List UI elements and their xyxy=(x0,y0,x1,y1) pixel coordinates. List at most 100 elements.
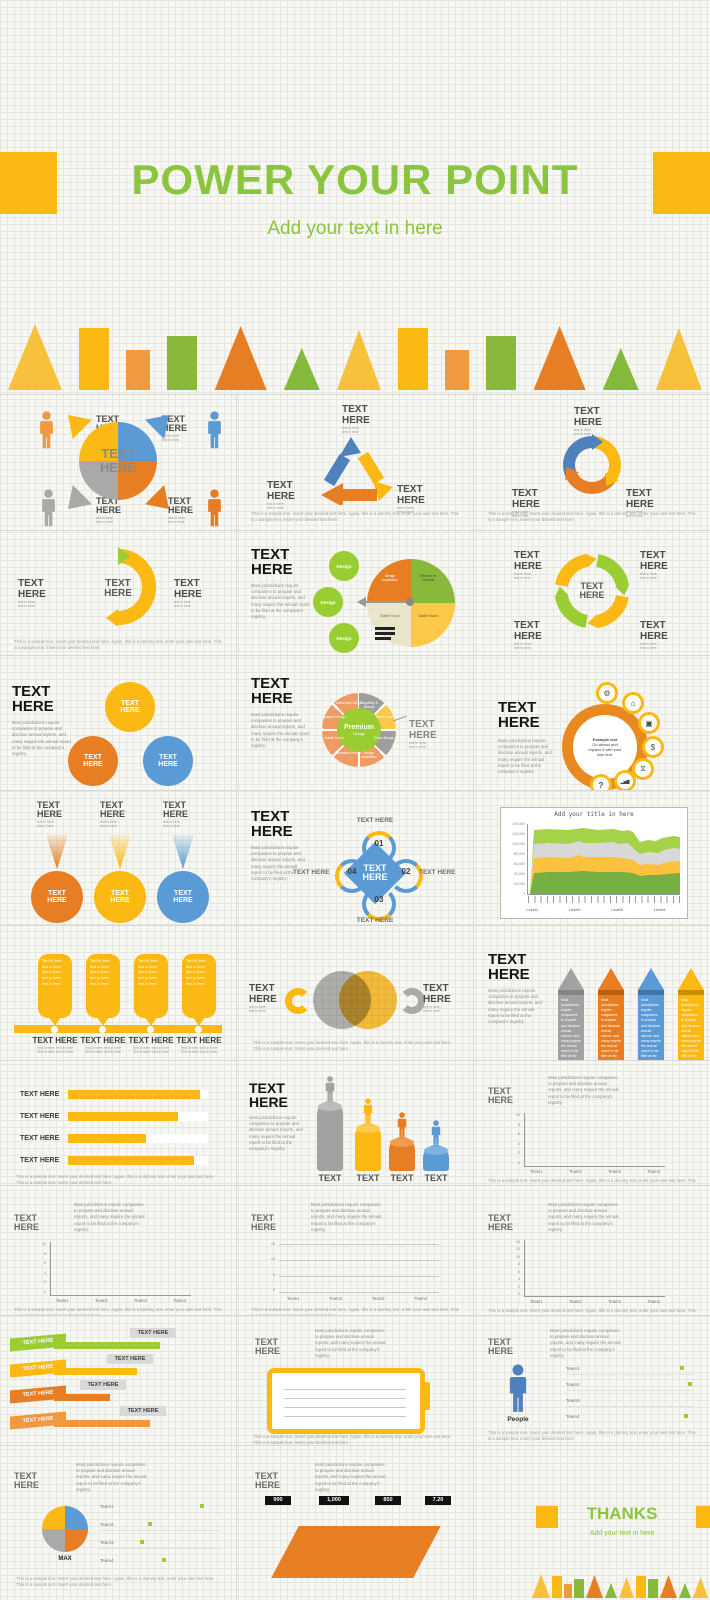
pie-annotation-bar xyxy=(375,632,395,635)
pie-label: Subtle Touch xyxy=(418,614,438,618)
caption: This is a sample text. Insert your desir… xyxy=(16,1174,215,1186)
thanks-right-square xyxy=(696,1506,710,1528)
pedestal-cylinder xyxy=(355,1123,381,1171)
slide-paragraph: Most jurisdictions require companies to … xyxy=(488,988,542,1025)
slide-title: TEXT HERE xyxy=(255,1337,281,1357)
step-number: 03 xyxy=(374,895,384,904)
slide-title: TEXT HERE xyxy=(251,808,293,841)
donut-segment-label: Simplicity & Beauty xyxy=(360,701,378,709)
pedestal-cylinder xyxy=(389,1137,415,1171)
pedestal-label: TEXT xyxy=(424,1173,448,1183)
chart-card: Add your title in here 140,000 120,000 10… xyxy=(500,807,688,919)
center-label-wrap: TEXT HERE xyxy=(94,565,142,613)
design-circle: Design xyxy=(329,551,359,581)
topic-circle: TEXT HERE xyxy=(31,871,83,923)
caption: This is a sample text. Insert your desir… xyxy=(251,511,459,523)
pedestal-cylinder xyxy=(423,1145,449,1171)
team-row: Team1 xyxy=(100,1504,114,1509)
timeline-dot xyxy=(51,1025,58,1033)
bar-shape xyxy=(79,328,110,390)
number-arc xyxy=(362,887,396,921)
pedestal-label: TEXT xyxy=(356,1173,380,1183)
slide-thumbnail-27: THANKS Add your text in here xyxy=(474,1446,710,1600)
slide-thumbnail-9: TEXT HERE Most jurisdictions require com… xyxy=(474,656,710,791)
pie-pointer-line xyxy=(365,601,411,603)
slide-title: TEXT HERE xyxy=(488,951,530,984)
slide-thumbnail-6: TEXT HERE text in here, text in here TEXT… xyxy=(474,531,710,656)
donut-chart: Premium Design xyxy=(322,693,396,767)
team-row: Team2 xyxy=(566,1382,580,1387)
left-c-arc xyxy=(285,988,311,1014)
quad-circle: TEXT HERE xyxy=(79,422,157,500)
team-row: Team3 xyxy=(566,1398,580,1403)
bar-shape xyxy=(574,1579,584,1598)
person-icon xyxy=(40,489,57,528)
slide-title: TEXT HERE xyxy=(498,699,540,732)
data-marker xyxy=(684,1414,688,1418)
slide-thumbnail-12: Add your title in here 140,000 120,000 10… xyxy=(474,791,710,926)
header-left-square xyxy=(0,152,57,214)
bar-label: TEXT HERE xyxy=(20,1091,60,1098)
donut-segment-label: System Design xyxy=(322,715,346,719)
battery-gridlines xyxy=(284,1381,406,1417)
gridline xyxy=(279,1292,439,1293)
team-row: Team4 xyxy=(566,1414,580,1419)
pencil-body: Most jurisdictions require companies to … xyxy=(678,995,704,1060)
team-row: Team4 xyxy=(100,1558,114,1563)
list-divider xyxy=(100,1530,220,1531)
list-divider xyxy=(566,1390,694,1391)
slide-title: TEXT HERE xyxy=(251,675,293,708)
person-icon xyxy=(206,489,223,528)
slide-title: TEXT HERE xyxy=(251,546,293,579)
text-label: TEXT HERE xyxy=(176,1036,222,1045)
slide-title: TEXT HERE xyxy=(12,683,54,716)
slide-title: TEXT HERE xyxy=(14,1213,40,1233)
topic-circle: TEXT HERE xyxy=(105,682,155,732)
bar-fill xyxy=(68,1090,200,1099)
callout-capsule: Text in here, text in here, text in here… xyxy=(134,954,168,1018)
list-divider xyxy=(566,1374,694,1375)
pencil-neck xyxy=(638,990,664,995)
slide-thumbnail-16: TEXT HERE TEXT HERE TEXT HERE TEXT HERE … xyxy=(0,1061,237,1186)
bar-fill xyxy=(68,1156,194,1165)
chart-x-tick-marks xyxy=(528,896,680,903)
triangle-shape xyxy=(693,1577,708,1598)
thanks-title: THANKS xyxy=(586,1504,658,1523)
pie-label: MAX xyxy=(58,1556,72,1562)
recycle-arrows-diagram xyxy=(321,437,393,505)
bar-shape xyxy=(648,1579,658,1598)
bar-shape xyxy=(636,1576,646,1598)
slide-title: TEXT HERE xyxy=(251,1213,277,1233)
text-label: TEXT HERE xyxy=(128,1036,174,1045)
pencil-neck xyxy=(678,990,704,995)
gridline xyxy=(279,1276,439,1277)
triangle-shape xyxy=(602,348,639,390)
data-marker xyxy=(688,1382,692,1386)
bar-shape xyxy=(445,350,470,390)
team-row: Team1 xyxy=(566,1366,580,1371)
chart-x-labels: Team1 Team2 Team3 Team4 xyxy=(530,1169,660,1174)
chart-x-labels: Team1 Team2 Team3 Team4 xyxy=(530,1299,660,1304)
slide-thumbnail-3: TEXT HERE text in here, text in here TEXT… xyxy=(474,395,710,531)
slide-paragraph: Most jurisdictions require companies to … xyxy=(498,738,552,775)
slide-paragraph: Most jurisdictions require companies to … xyxy=(550,1328,621,1358)
bar-label: TEXT HERE xyxy=(20,1157,60,1164)
center-label: TEXT HERE xyxy=(99,446,137,475)
battery-nub xyxy=(421,1382,430,1410)
pie-label: Subtle Touch xyxy=(380,614,400,618)
list-divider xyxy=(100,1512,220,1513)
home-icon: ⌂ xyxy=(622,692,644,714)
pie-label: Effective at Contrast xyxy=(419,574,437,582)
text-label: TEXT HERE xyxy=(356,817,394,824)
